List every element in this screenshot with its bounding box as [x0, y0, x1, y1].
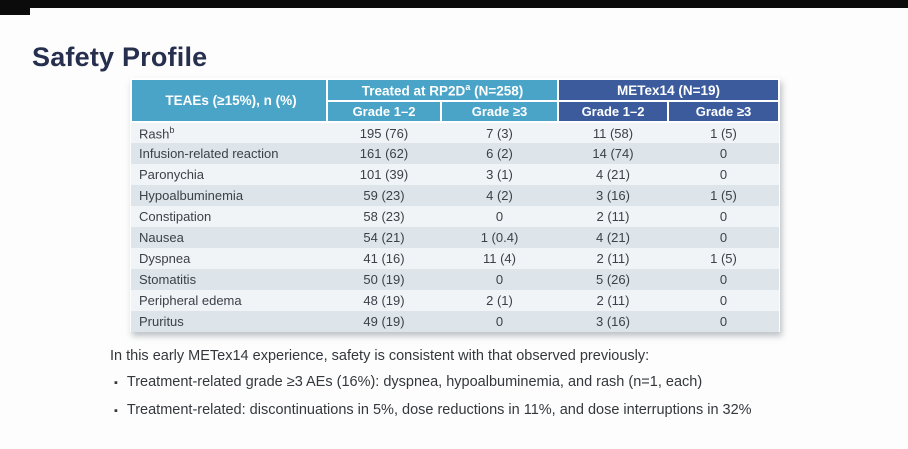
cell-rp2d-grade12: 101 (39)	[359, 167, 409, 182]
cell-rp2d-grade3: 3 (1)	[486, 167, 513, 182]
summary-bullet-1-text: Treatment-related grade ≥3 AEs (16%): dy…	[126, 374, 703, 390]
sub-header-metex14-grade12: Grade 1–2	[557, 100, 669, 123]
cell-rp2d-grade12: 59 (23)	[363, 188, 405, 203]
cell-metex14-grade12: 4 (21)	[596, 230, 630, 245]
cell-rp2d-grade12: 161 (62)	[359, 146, 409, 161]
cell-rp2d-grade12: 58 (23)	[363, 209, 405, 224]
cell-rp2d-grade3: 1 (0.4)	[480, 230, 519, 245]
cell-rp2d-grade12: 54 (21)	[363, 230, 405, 245]
cell-metex14-grade12: 3 (16)	[596, 314, 630, 329]
summary-bullet-2-text: Treatment-related: discontinuations in 5…	[126, 402, 752, 418]
cell-metex14-grade12: 2 (11)	[596, 251, 630, 266]
row-label: Nausea	[139, 230, 184, 245]
cell-rp2d-grade12: 195 (76)	[359, 125, 409, 141]
letterbox-top-bar	[0, 0, 908, 8]
cell-rp2d-grade3: 2 (1)	[486, 293, 513, 308]
row-label: Stomatitis	[139, 272, 197, 287]
row-label: Rashb	[139, 124, 175, 142]
cell-rp2d-grade3: 4 (2)	[486, 188, 513, 203]
cell-rp2d-grade3: 6 (2)	[486, 146, 513, 161]
table-group-header-row: TEAEs (≥15%), n (%) Treated at RP2Da (N=…	[130, 78, 781, 123]
bullet-square-icon: ▪	[114, 405, 118, 417]
cell-rp2d-grade3: 0	[495, 314, 504, 329]
page-title: Safety Profile	[32, 42, 208, 73]
cell-metex14-grade12: 5 (26)	[596, 272, 630, 287]
cell-rp2d-grade12: 41 (16)	[363, 251, 405, 266]
row-label: Hypoalbuminemia	[139, 188, 244, 203]
footnote-marker-b: b	[169, 124, 175, 135]
sub-header-rp2d-grade3: Grade ≥3	[440, 100, 559, 123]
table-sub-header-row: Grade 1–2 Grade ≥3 Grade 1–2 Grade ≥3	[131, 100, 781, 123]
cell-metex14-grade3: 0	[719, 272, 728, 287]
teae-table: TEAEs (≥15%), n (%) Treated at RP2Da (N=…	[130, 78, 781, 332]
table-row-paronychia: Paronychia 101 (39) 3 (1) 4 (21) 0	[131, 164, 780, 185]
cell-metex14-grade3: 1 (5)	[710, 188, 737, 203]
cell-rp2d-grade12: 49 (19)	[363, 314, 405, 329]
cell-rp2d-grade12: 48 (19)	[363, 293, 405, 308]
cell-metex14-grade12: 2 (11)	[596, 209, 630, 224]
table-row-nausea: Nausea 54 (21) 1 (0.4) 4 (21) 0	[131, 227, 780, 248]
table-row-hypoalbuminemia: Hypoalbuminemia 59 (23) 4 (2) 3 (16) 1 (…	[131, 185, 780, 206]
group-header-metex14: METex14 (N=19)	[556, 78, 781, 102]
cell-metex14-grade12: 2 (11)	[596, 293, 630, 308]
table-row-pruritus: Pruritus 49 (19) 0 3 (16) 0	[131, 311, 780, 332]
group-header-rp2d: Treated at RP2Da (N=258)	[326, 78, 559, 102]
table-row-rash: Rashb 195 (76) 7 (3) 11 (58) 1 (5)	[131, 122, 780, 143]
group-header-metex14-text: METex14 (N=19)	[617, 82, 720, 98]
corner-header-teaes: TEAEs (≥15%), n (%)	[130, 78, 328, 123]
cell-rp2d-grade3: 0	[495, 209, 504, 224]
sub-header-rp2d-grade12: Grade 1–2	[326, 100, 442, 123]
row-label: Constipation	[139, 209, 212, 224]
cell-metex14-grade3: 0	[719, 293, 728, 308]
group-header-rp2d-text: Treated at RP2D	[361, 83, 466, 99]
group-header-rp2d-n: (N=258)	[470, 83, 524, 99]
summary-bullet-2: ▪ Treatment-related: discontinuations in …	[110, 401, 900, 420]
cell-metex14-grade3: 1 (5)	[710, 251, 737, 266]
bullet-square-icon: ▪	[114, 377, 118, 389]
cell-rp2d-grade3: 11 (4)	[483, 251, 516, 266]
cell-metex14-grade3: 1 (5)	[710, 125, 737, 141]
row-label: Paronychia	[139, 167, 205, 182]
summary-intro-text: In this early METex14 experience, safety…	[110, 348, 650, 364]
row-label: Infusion-related reaction	[139, 146, 279, 161]
sub-header-metex14-grade3: Grade ≥3	[666, 100, 781, 123]
table-row-infusion-related-reaction: Infusion-related reaction 161 (62) 6 (2)…	[131, 143, 780, 164]
cell-metex14-grade3: 0	[719, 230, 728, 245]
summary-bullet-1: ▪ Treatment-related grade ≥3 AEs (16%): d…	[110, 373, 900, 392]
table-row-stomatitis: Stomatitis 50 (19) 0 5 (26) 0	[131, 269, 780, 290]
table-row-dyspnea: Dyspnea 41 (16) 11 (4) 2 (11) 1 (5)	[131, 248, 780, 269]
cell-metex14-grade12: 3 (16)	[596, 188, 630, 203]
table-row-peripheral-edema: Peripheral edema 48 (19) 2 (1) 2 (11) 0	[131, 290, 780, 311]
cell-metex14-grade12: 11 (58)	[592, 125, 634, 141]
row-label: Peripheral edema	[139, 293, 242, 308]
letterbox-notch	[0, 8, 30, 15]
cell-metex14-grade12: 14 (74)	[592, 146, 634, 161]
cell-metex14-grade3: 0	[719, 167, 728, 182]
cell-rp2d-grade3: 0	[495, 272, 504, 287]
table-row-constipation: Constipation 58 (23) 0 2 (11) 0	[131, 206, 780, 227]
cell-metex14-grade3: 0	[719, 314, 728, 329]
footnote-marker-a: a	[465, 81, 471, 92]
row-label: Pruritus	[139, 314, 184, 329]
cell-rp2d-grade12: 50 (19)	[363, 272, 405, 287]
cell-metex14-grade12: 4 (21)	[596, 167, 630, 182]
summary-notes: In this early METex14 experience, safety…	[110, 348, 900, 429]
cell-metex14-grade3: 0	[719, 209, 728, 224]
cell-rp2d-grade3: 7 (3)	[486, 125, 513, 141]
cell-metex14-grade3: 0	[719, 146, 728, 161]
row-label: Dyspnea	[139, 251, 191, 266]
